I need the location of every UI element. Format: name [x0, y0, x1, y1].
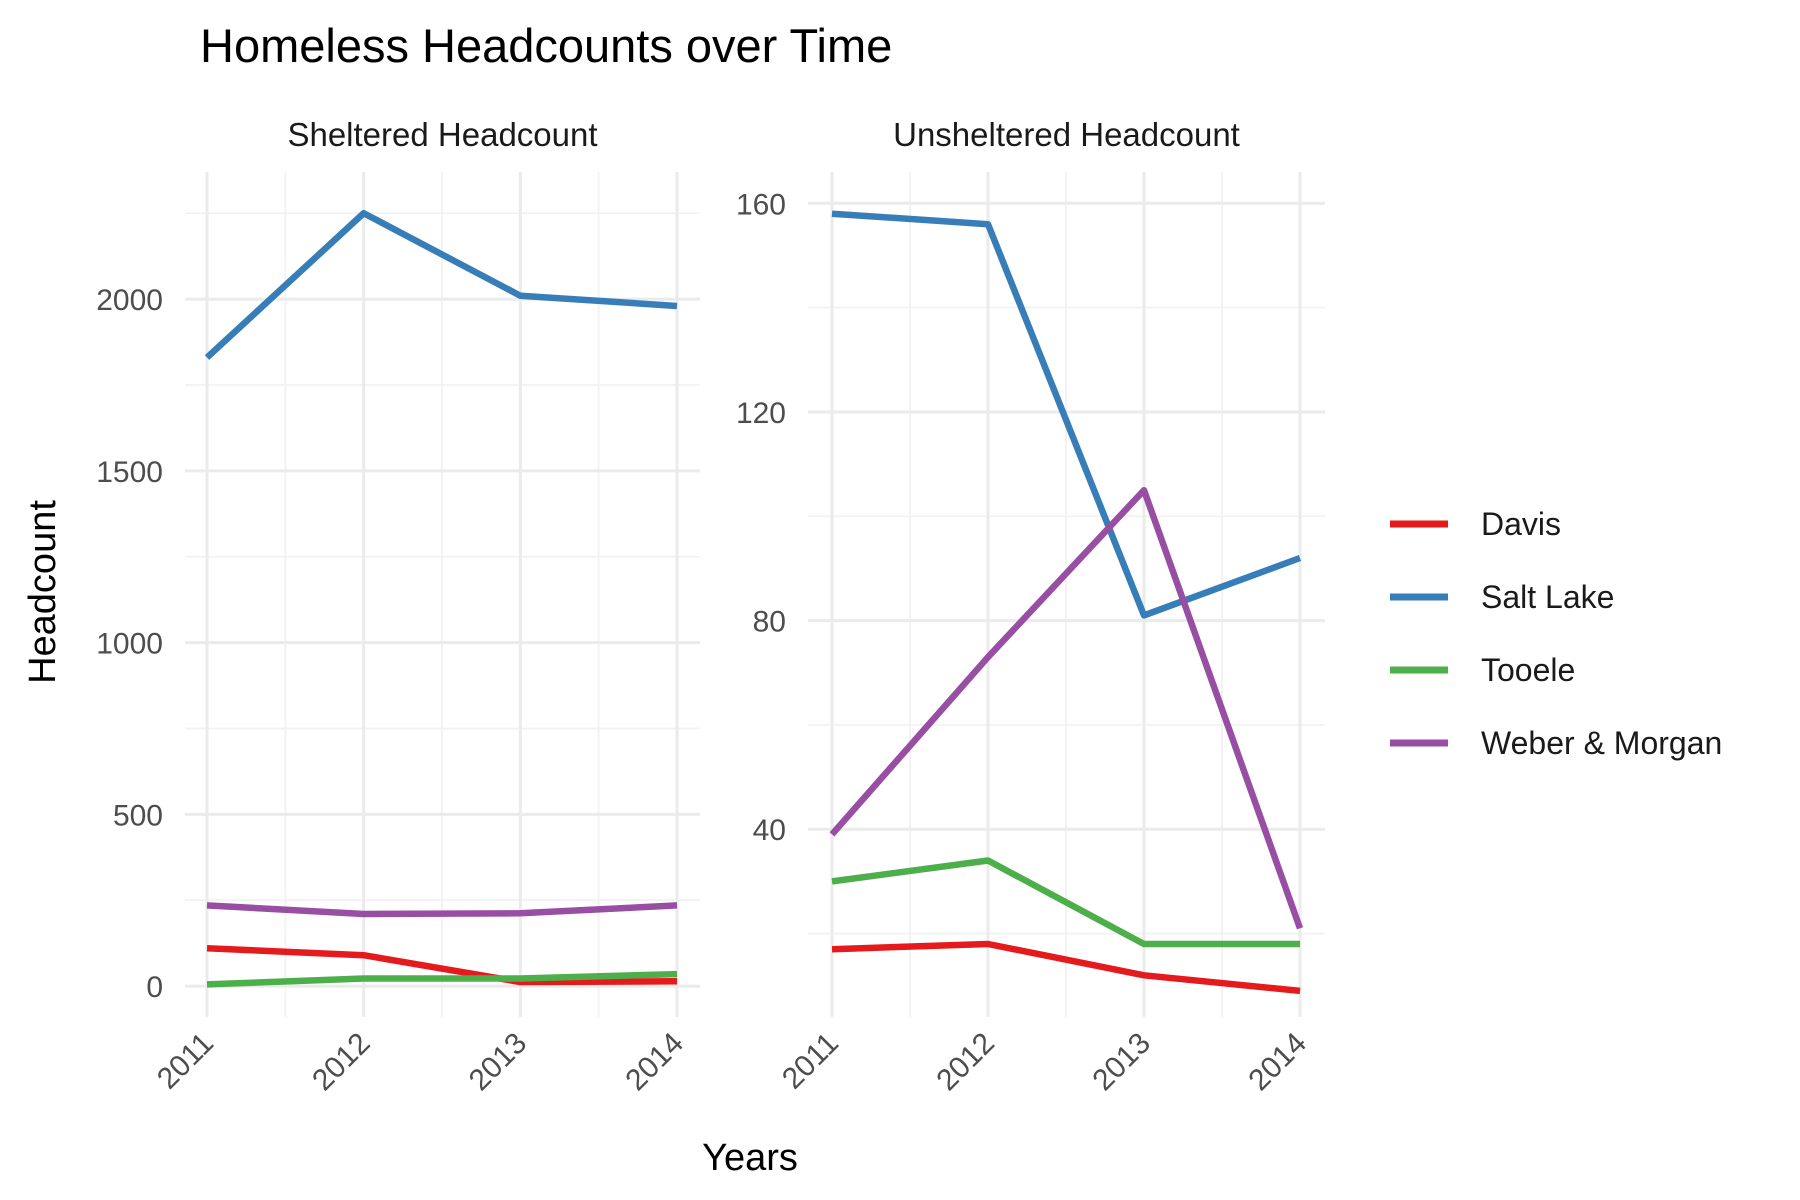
- series-line-salt-lake: [831, 210, 1302, 619]
- legend: Davis Salt Lake Tooele Weber & Morgan: [1390, 506, 1722, 761]
- panel-unsheltered-headcount: Unsheltered Headcount 40 80 120 160 2011 2012 2…: [736, 116, 1325, 1097]
- series-line-tooele: [206, 970, 678, 988]
- y-tick-label: 160: [736, 188, 786, 221]
- y-tick-label: 1500: [96, 456, 163, 489]
- y-tick-label: 2000: [96, 284, 163, 317]
- y-axis-title: Headcount: [22, 500, 64, 684]
- x-tick-label: 2012: [930, 1027, 1001, 1098]
- x-axis-title: Years: [702, 1137, 798, 1179]
- strip-label: Unsheltered Headcount: [893, 116, 1240, 153]
- x-tick-label: 2013: [1086, 1027, 1157, 1098]
- y-tick-label: 500: [113, 799, 163, 832]
- y-tick-label: 0: [146, 971, 163, 1004]
- x-tick-label: 2013: [463, 1027, 534, 1098]
- series-line-davis: [831, 940, 1301, 995]
- chart-title: Homeless Headcounts over Time: [200, 19, 892, 72]
- x-tick-label: 2012: [306, 1027, 377, 1098]
- panels: Sheltered Headcount 0 500 1000 1500 2000 2011 2…: [96, 116, 1325, 1097]
- y-tick-label: 120: [736, 397, 786, 430]
- y-tick-label: 80: [753, 606, 786, 639]
- series-line-weber-morgan: [829, 486, 1304, 930]
- series-line-davis: [206, 945, 678, 986]
- y-tick-label: 1000: [96, 628, 163, 661]
- panel-sheltered-headcount: Sheltered Headcount 0 500 1000 1500 2000 2011 2…: [96, 116, 700, 1097]
- strip-label: Sheltered Headcount: [287, 116, 597, 153]
- series-line-tooele: [831, 857, 1300, 948]
- y-tick-label: 40: [753, 814, 786, 847]
- x-tick-label: 2011: [151, 1027, 220, 1096]
- x-tick-label: 2014: [619, 1027, 690, 1098]
- legend-label-tooele: Tooele: [1481, 652, 1575, 688]
- legend-label-salt-lake: Salt Lake: [1481, 579, 1614, 615]
- legend-label-weber-morgan: Weber & Morgan: [1481, 725, 1722, 761]
- x-tick-label: 2011: [776, 1027, 845, 1096]
- x-tick-label: 2014: [1242, 1027, 1313, 1098]
- series-line-salt-lake: [204, 209, 678, 360]
- series-line-weber-morgan: [206, 902, 678, 918]
- legend-label-davis: Davis: [1481, 506, 1561, 542]
